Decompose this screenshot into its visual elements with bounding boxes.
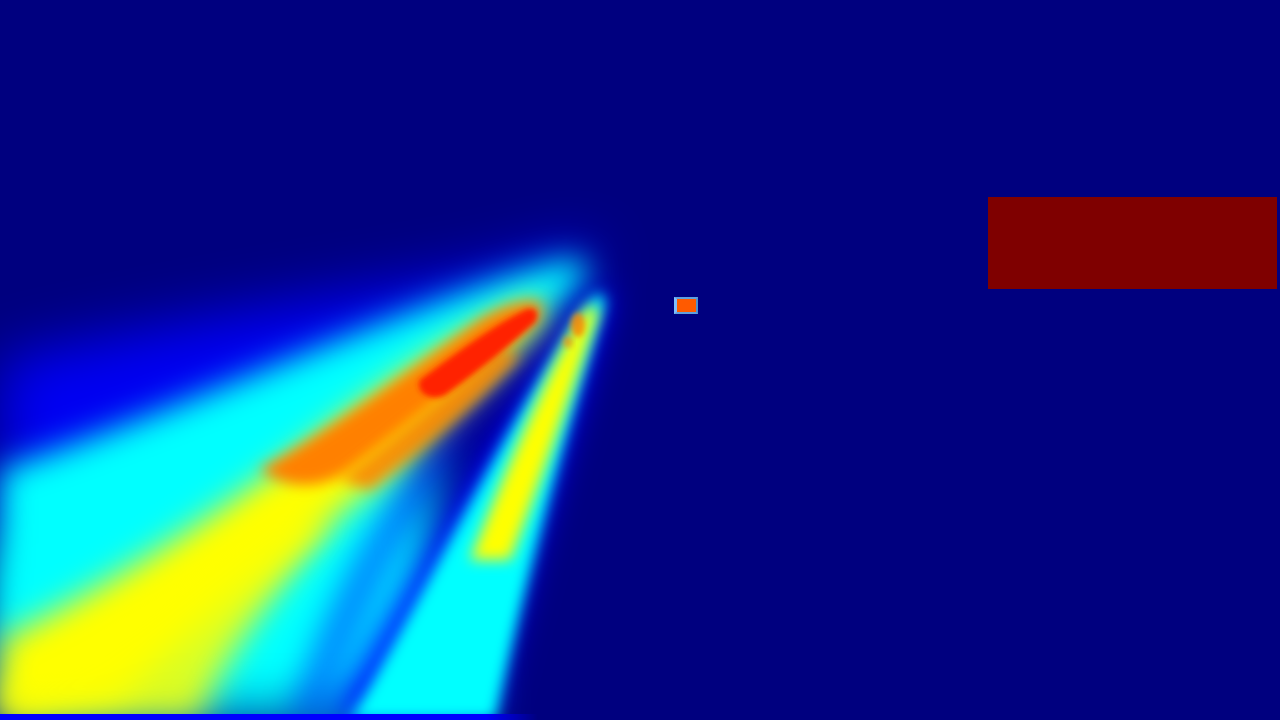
orange-marker-square	[674, 297, 698, 314]
dark-red-block	[988, 197, 1277, 289]
bottom-edge-band	[0, 714, 1280, 720]
jet-mid-hotspot	[563, 336, 573, 348]
jet-tip-hotspot	[571, 313, 585, 337]
